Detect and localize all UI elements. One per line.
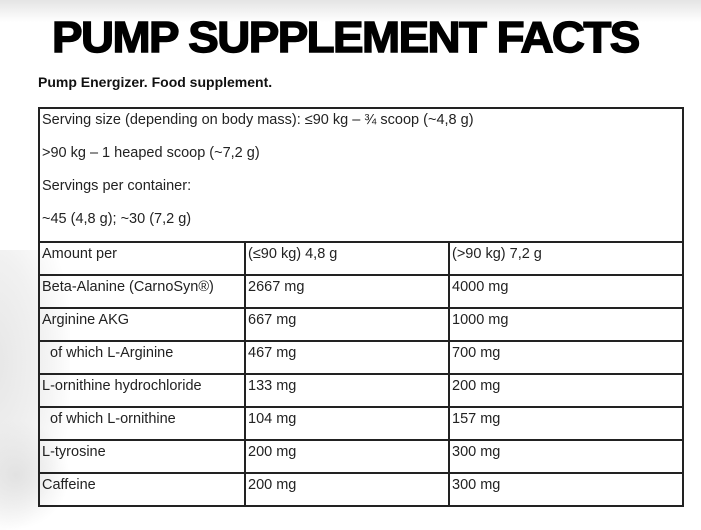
table-row: Caffeine 200 mg 300 mg bbox=[38, 472, 684, 507]
product-subtitle: Pump Energizer. Food supplement. bbox=[38, 74, 273, 90]
ingredient-amount-heavy: 4000 mg bbox=[448, 274, 684, 309]
ingredient-amount-light: 200 mg bbox=[244, 439, 450, 474]
ingredient-name: Arginine AKG bbox=[38, 307, 246, 342]
table-row: L-ornithine hydrochloride 133 mg 200 mg bbox=[38, 373, 684, 408]
ingredient-amount-light: 467 mg bbox=[244, 340, 450, 375]
ingredient-amount-heavy: 157 mg bbox=[448, 406, 684, 441]
ingredient-name: L-tyrosine bbox=[38, 439, 246, 474]
servings-per-container-value: ~45 (4,8 g); ~30 (7,2 g) bbox=[42, 211, 192, 227]
ingredient-name: Beta-Alanine (CarnoSyn®) bbox=[38, 274, 246, 309]
serving-info-cell: Serving size (depending on body mass): ≤… bbox=[38, 107, 684, 243]
ingredient-amount-heavy: 200 mg bbox=[448, 373, 684, 408]
ingredient-amount-heavy: 700 mg bbox=[448, 340, 684, 375]
ingredient-name: Caffeine bbox=[38, 472, 246, 507]
table-row: Beta-Alanine (CarnoSyn®) 2667 mg 4000 mg bbox=[38, 274, 684, 309]
serving-size-line: Serving size (depending on body mass): ≤… bbox=[42, 112, 474, 128]
ingredient-amount-light: 200 mg bbox=[244, 472, 450, 507]
ingredient-amount-heavy: 1000 mg bbox=[448, 307, 684, 342]
header-dose-light: (≤90 kg) 4,8 g bbox=[244, 241, 450, 276]
ingredient-amount-light: 104 mg bbox=[244, 406, 450, 441]
header-amount-per: Amount per bbox=[38, 241, 246, 276]
ingredient-amount-light: 667 mg bbox=[244, 307, 450, 342]
serving-size-heavy-line: >90 kg – 1 heaped scoop (~7,2 g) bbox=[42, 145, 260, 161]
table-row: L-tyrosine 200 mg 300 mg bbox=[38, 439, 684, 474]
header-dose-heavy: (>90 kg) 7,2 g bbox=[448, 241, 684, 276]
table-row: of which L-Arginine 467 mg 700 mg bbox=[38, 340, 684, 375]
ingredient-name: L-ornithine hydrochloride bbox=[38, 373, 246, 408]
ingredient-amount-light: 2667 mg bbox=[244, 274, 450, 309]
ingredient-amount-heavy: 300 mg bbox=[448, 439, 684, 474]
table-row: Arginine AKG 667 mg 1000 mg bbox=[38, 307, 684, 342]
ingredient-amount-light: 133 mg bbox=[244, 373, 450, 408]
table-header-row: Amount per (≤90 kg) 4,8 g (>90 kg) 7,2 g bbox=[38, 241, 684, 276]
ingredient-name: of which L-ornithine bbox=[38, 406, 246, 441]
servings-per-container-label: Servings per container: bbox=[42, 178, 192, 194]
ingredient-name: of which L-Arginine bbox=[38, 340, 246, 375]
top-shade bbox=[0, 0, 701, 22]
serving-info-row: Serving size (depending on body mass): ≤… bbox=[38, 107, 684, 243]
table-row: of which L-ornithine 104 mg 157 mg bbox=[38, 406, 684, 441]
supplement-facts-table: Serving size (depending on body mass): ≤… bbox=[38, 107, 684, 507]
ingredient-amount-heavy: 300 mg bbox=[448, 472, 684, 507]
page-title: PUMP SUPPLEMENT FACTS bbox=[51, 12, 641, 62]
